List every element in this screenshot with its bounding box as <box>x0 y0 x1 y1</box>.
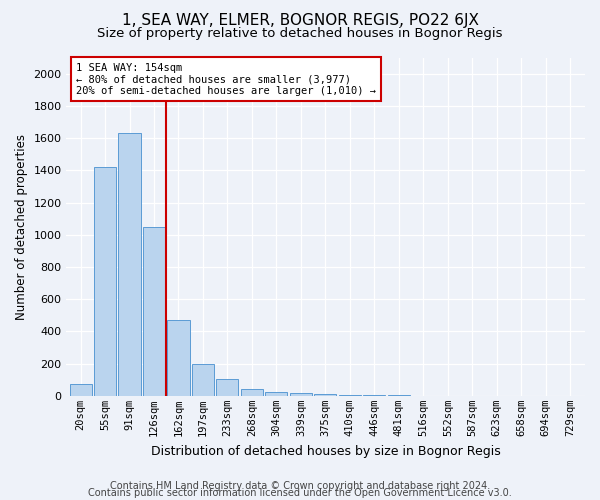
Bar <box>241 390 263 396</box>
Bar <box>118 133 140 396</box>
Y-axis label: Number of detached properties: Number of detached properties <box>15 134 28 320</box>
Bar <box>143 226 165 396</box>
Bar <box>167 320 190 396</box>
Text: 1, SEA WAY, ELMER, BOGNOR REGIS, PO22 6JX: 1, SEA WAY, ELMER, BOGNOR REGIS, PO22 6J… <box>121 12 479 28</box>
X-axis label: Distribution of detached houses by size in Bognor Regis: Distribution of detached houses by size … <box>151 444 500 458</box>
Bar <box>290 393 312 396</box>
Bar <box>94 167 116 396</box>
Bar <box>217 379 238 396</box>
Text: Contains public sector information licensed under the Open Government Licence v3: Contains public sector information licen… <box>88 488 512 498</box>
Text: Size of property relative to detached houses in Bognor Regis: Size of property relative to detached ho… <box>97 28 503 40</box>
Bar <box>364 395 385 396</box>
Text: Contains HM Land Registry data © Crown copyright and database right 2024.: Contains HM Land Registry data © Crown c… <box>110 481 490 491</box>
Bar <box>192 364 214 396</box>
Bar <box>70 384 92 396</box>
Bar <box>339 394 361 396</box>
Text: 1 SEA WAY: 154sqm
← 80% of detached houses are smaller (3,977)
20% of semi-detac: 1 SEA WAY: 154sqm ← 80% of detached hous… <box>76 62 376 96</box>
Bar <box>314 394 337 396</box>
Bar <box>265 392 287 396</box>
